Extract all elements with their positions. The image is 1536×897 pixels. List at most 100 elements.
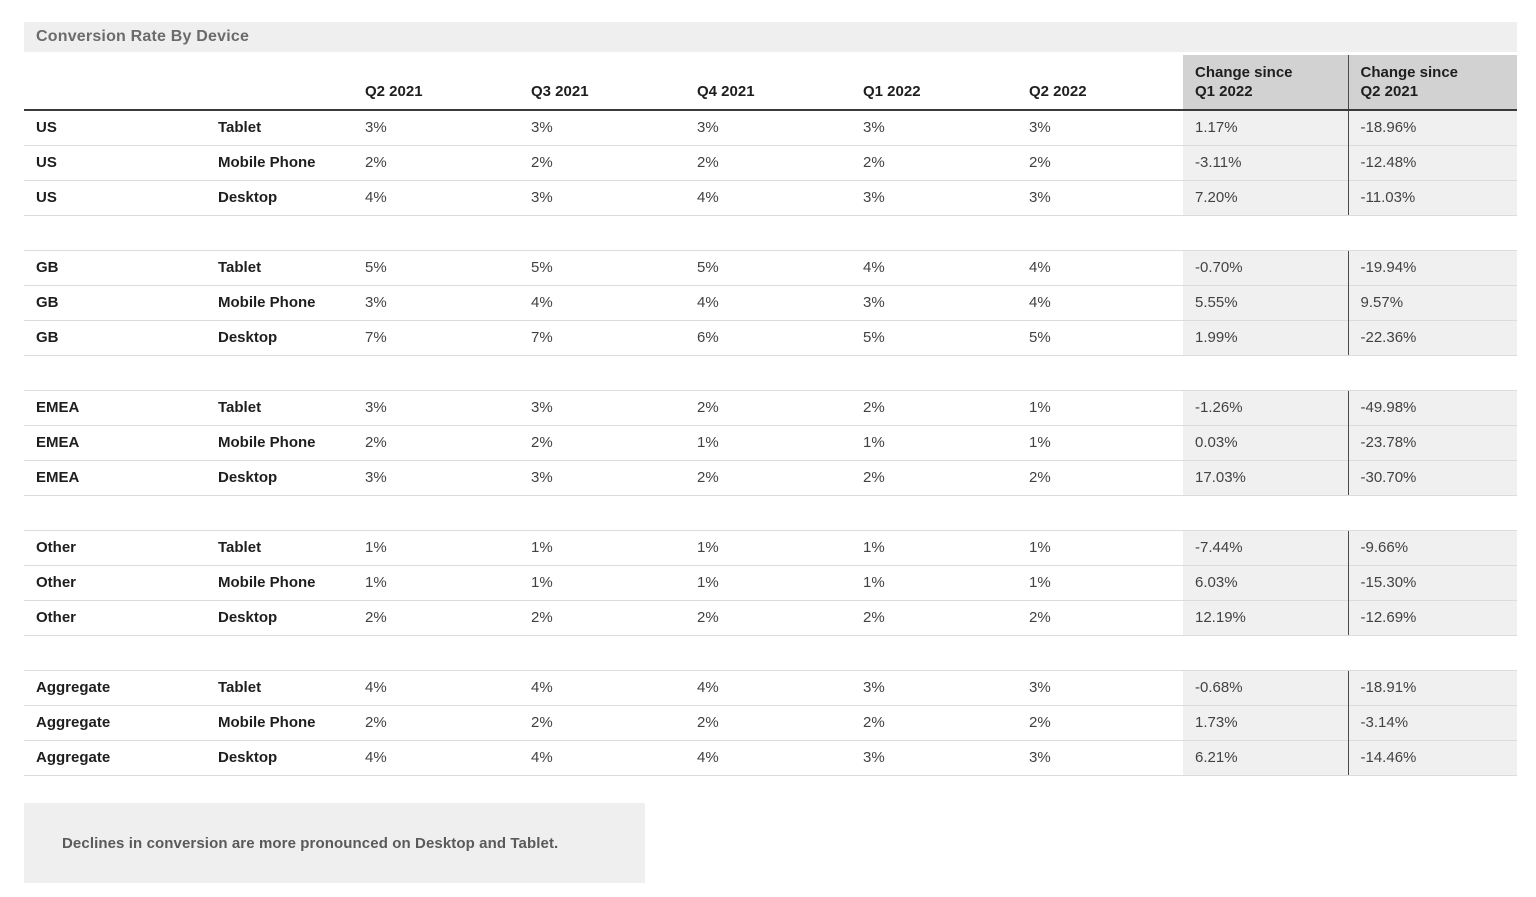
value-cell: 1% [353,529,519,565]
value-cell: 2% [685,459,851,496]
change-since-q1-2022-cell: 12.19% [1183,599,1348,636]
table-row: GB Desktop 7% 7% 6% 5% 5% 1.99% -22.36% [24,319,1517,356]
header-change-since-q2-2021[interactable]: Change since Q2 2021 [1347,55,1517,111]
value-cell: 3% [851,179,1017,216]
value-cell: 2% [685,704,851,740]
region-cell: US [24,109,206,145]
table-row: US Mobile Phone 2% 2% 2% 2% 2% -3.11% -12.48% [24,144,1517,180]
group-spacer-cell [24,495,1517,530]
value-cell: 4% [685,179,851,216]
group-spacer-row [24,495,1517,530]
region-cell: Aggregate [24,704,206,740]
change-q2-2021-line1: Change since [1360,64,1459,81]
value-cell: 2% [1017,704,1183,740]
change-q1-2022-line1: Change since [1195,64,1293,81]
device-cell: Mobile Phone [206,564,353,600]
change-since-q2-2021-cell: -23.78% [1347,424,1517,460]
value-cell: 3% [851,739,1017,776]
region-cell: EMEA [24,459,206,496]
device-cell: Tablet [206,669,353,705]
value-cell: 2% [353,144,519,180]
value-cell: 1% [685,529,851,565]
change-q1-2022-line2: Q1 2022 [1195,83,1253,100]
value-cell: 4% [353,739,519,776]
value-cell: 4% [851,249,1017,285]
table-row: Other Tablet 1% 1% 1% 1% 1% -7.44% -9.66% [24,529,1517,565]
change-since-q2-2021-cell: -19.94% [1347,249,1517,285]
value-cell: 2% [685,599,851,636]
value-cell: 4% [1017,284,1183,320]
change-since-q1-2022-cell: -0.68% [1183,669,1348,705]
value-cell: 3% [1017,669,1183,705]
change-since-q1-2022-cell: 6.21% [1183,739,1348,776]
value-cell: 5% [1017,319,1183,356]
value-cell: 1% [519,529,685,565]
value-cell: 5% [519,249,685,285]
table-row: GB Mobile Phone 3% 4% 4% 3% 4% 5.55% 9.57% [24,284,1517,320]
group-spacer-row [24,355,1517,390]
value-cell: 2% [1017,599,1183,636]
value-cell: 1% [685,564,851,600]
header-q2-2022[interactable]: Q2 2022 [1017,55,1183,111]
value-cell: 2% [519,704,685,740]
table-row: US Tablet 3% 3% 3% 3% 3% 1.17% -18.96% [24,109,1517,145]
change-q2-2021-line2: Q2 2021 [1360,83,1419,100]
insight-note-box: Declines in conversion are more pronounc… [24,803,645,883]
value-cell: 2% [685,389,851,425]
value-cell: 2% [519,599,685,636]
value-cell: 7% [353,319,519,356]
value-cell: 3% [851,109,1017,145]
value-cell: 1% [1017,564,1183,600]
header-device-blank [206,55,353,111]
region-cell: US [24,144,206,180]
header-q2-2021[interactable]: Q2 2021 [353,55,519,111]
change-since-q1-2022-cell: 5.55% [1183,284,1348,320]
table-row: US Desktop 4% 3% 4% 3% 3% 7.20% -11.03% [24,179,1517,216]
value-cell: 3% [685,109,851,145]
region-cell: Other [24,564,206,600]
change-since-q1-2022-cell: -7.44% [1183,529,1348,565]
device-cell: Desktop [206,459,353,496]
change-since-q1-2022-cell: 0.03% [1183,424,1348,460]
value-cell: 1% [519,564,685,600]
table-row: Aggregate Tablet 4% 4% 4% 3% 3% -0.68% -18.91% [24,669,1517,705]
region-cell: GB [24,319,206,356]
region-cell: Aggregate [24,669,206,705]
value-cell: 1% [353,564,519,600]
group-spacer-row [24,635,1517,670]
value-cell: 2% [851,704,1017,740]
table-row: EMEA Tablet 3% 3% 2% 2% 1% -1.26% -49.98% [24,389,1517,425]
table-title: Conversion Rate By Device [36,28,250,45]
value-cell: 3% [353,284,519,320]
value-cell: 3% [1017,109,1183,145]
value-cell: 3% [851,669,1017,705]
value-cell: 2% [851,144,1017,180]
value-cell: 2% [519,424,685,460]
change-since-q2-2021-cell: -12.69% [1347,599,1517,636]
change-since-q1-2022-cell: 1.73% [1183,704,1348,740]
table-row: EMEA Mobile Phone 2% 2% 1% 1% 1% 0.03% -23.78% [24,424,1517,460]
value-cell: 3% [1017,179,1183,216]
header-q1-2022[interactable]: Q1 2022 [851,55,1017,111]
table-row: Other Desktop 2% 2% 2% 2% 2% 12.19% -12.69% [24,599,1517,636]
value-cell: 3% [519,459,685,496]
value-cell: 2% [353,424,519,460]
change-since-q1-2022-cell: 1.17% [1183,109,1348,145]
change-since-q1-2022-cell: 17.03% [1183,459,1348,496]
region-cell: Aggregate [24,739,206,776]
change-since-q1-2022-cell: 6.03% [1183,564,1348,600]
table-row: Aggregate Mobile Phone 2% 2% 2% 2% 2% 1.73% -3.1… [24,704,1517,740]
change-since-q1-2022-cell: -1.26% [1183,389,1348,425]
value-cell: 1% [851,529,1017,565]
value-cell: 4% [685,739,851,776]
header-change-since-q1-2022[interactable]: Change since Q1 2022 [1183,55,1348,111]
change-since-q2-2021-cell: -18.96% [1347,109,1517,145]
header-q3-2021[interactable]: Q3 2021 [519,55,685,111]
value-cell: 4% [519,739,685,776]
device-cell: Desktop [206,179,353,216]
change-since-q1-2022-cell: -3.11% [1183,144,1348,180]
header-q4-2021[interactable]: Q4 2021 [685,55,851,111]
region-cell: EMEA [24,424,206,460]
device-cell: Mobile Phone [206,424,353,460]
